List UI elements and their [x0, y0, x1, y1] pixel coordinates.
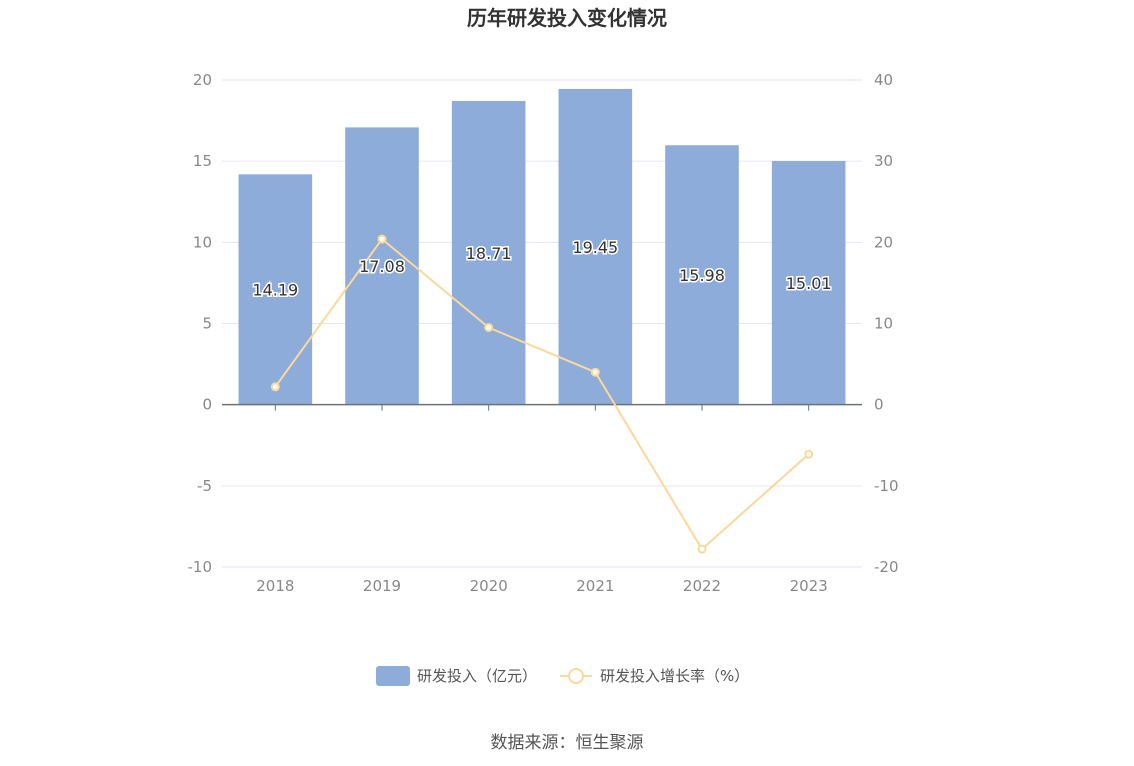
legend-bar-swatch[interactable]	[376, 666, 410, 686]
y-axis-left: 20 15 10 5 0 -5 -10	[188, 71, 213, 576]
y-axis-right: 40 30 20 10 0 -10 -20	[874, 71, 899, 576]
source-text: 数据来源：恒生聚源	[491, 733, 644, 753]
y-right-tick-label: 0	[874, 396, 884, 414]
growth-point	[377, 234, 387, 244]
bar-value-label: 15.98	[679, 266, 725, 285]
y-right-tick-label: -20	[874, 558, 899, 576]
growth-point	[804, 449, 814, 459]
grid-lines	[222, 79, 862, 568]
bar	[345, 127, 419, 405]
y-left-tick-label: -10	[188, 558, 213, 576]
growth-line-series	[270, 234, 814, 554]
bar-value-label: 14.19	[252, 280, 298, 299]
growth-point	[697, 544, 707, 554]
bar	[558, 88, 633, 405]
legend-line-label[interactable]: 研发投入增长率（%）	[600, 667, 749, 685]
bar	[451, 100, 526, 405]
y-right-tick-label: -10	[874, 477, 899, 495]
x-tick-label: 2021	[576, 577, 614, 595]
x-tick-label: 2023	[790, 577, 828, 595]
y-right-tick-label: 30	[874, 152, 893, 170]
legend-line-marker[interactable]	[568, 668, 584, 684]
x-tick-label: 2022	[683, 577, 721, 595]
bar	[238, 174, 313, 405]
bar-value-labels: 14.19 17.08 18.71 19.45 15.98 15.01	[251, 236, 833, 301]
y-left-tick-label: 10	[193, 233, 212, 251]
growth-point	[484, 323, 494, 333]
growth-point	[590, 367, 600, 377]
legend[interactable]: 研发投入（亿元） 研发投入增长率（%）	[376, 666, 749, 686]
y-left-tick-label: 0	[202, 396, 212, 414]
bar-series	[238, 88, 846, 405]
bar-value-label: 18.71	[466, 244, 512, 263]
y-left-tick-label: 20	[193, 71, 212, 89]
growth-line	[274, 237, 810, 551]
bar-value-label: 15.01	[786, 274, 832, 293]
y-left-tick-label: -5	[197, 477, 212, 495]
x-tick-label: 2019	[363, 577, 401, 595]
legend-bar-label[interactable]: 研发投入（亿元）	[417, 667, 537, 685]
y-right-tick-label: 20	[874, 233, 893, 251]
bar-value-label: 19.45	[572, 238, 618, 257]
growth-point	[270, 382, 280, 392]
bar	[771, 161, 846, 405]
y-left-tick-label: 15	[193, 152, 212, 170]
x-axis: 2018 2019 2020 2021 2022 2023	[222, 403, 862, 595]
x-tick-label: 2020	[470, 577, 508, 595]
bar	[665, 145, 739, 405]
y-left-tick-label: 5	[202, 315, 212, 333]
y-right-tick-label: 40	[874, 71, 893, 89]
bar-value-label: 17.08	[359, 257, 405, 276]
y-right-tick-label: 10	[874, 315, 893, 333]
chart-title: 历年研发投入变化情况	[467, 6, 667, 30]
x-tick-label: 2018	[256, 577, 294, 595]
